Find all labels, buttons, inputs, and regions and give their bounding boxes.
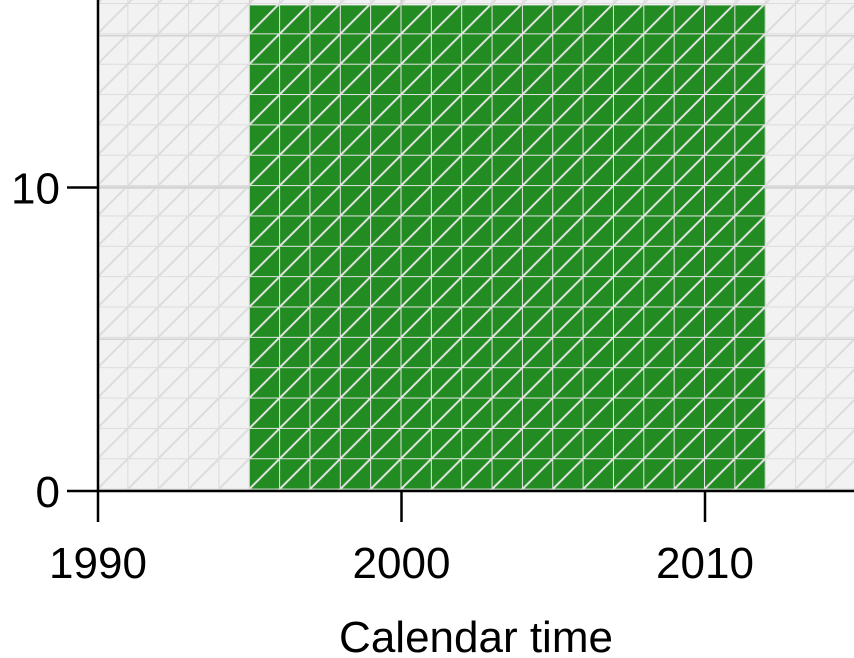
- x-tick-label: 1990: [49, 539, 147, 588]
- area-series: [249, 5, 766, 492]
- x-tick-label: 2000: [353, 539, 451, 588]
- series-layer: [249, 5, 766, 492]
- plot-panel: [98, 0, 854, 492]
- axes: 1990 2000 2010 0 10: [11, 0, 854, 588]
- y-tick-label: 0: [36, 468, 60, 517]
- x-axis-title: Calendar time: [339, 613, 613, 658]
- y-tick-label: 10: [11, 165, 60, 214]
- x-tick-label: 2010: [656, 539, 754, 588]
